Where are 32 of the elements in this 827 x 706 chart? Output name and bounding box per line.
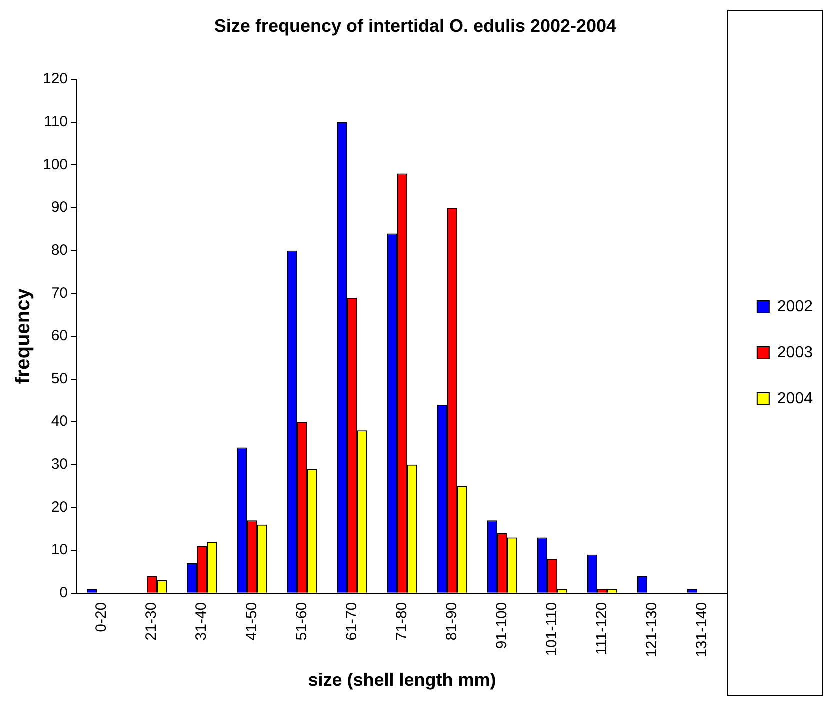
y-tick-label: 60 — [51, 328, 68, 345]
y-tick-label: 20 — [51, 498, 68, 516]
x-tick-label: 0-20 — [93, 602, 110, 632]
x-tick-label: 131-140 — [694, 602, 711, 658]
y-tick-label: 120 — [42, 70, 68, 88]
y-tick-label: 0 — [60, 584, 68, 602]
y-tick-label: 100 — [42, 156, 68, 174]
x-tick-label: 71-80 — [393, 602, 410, 641]
y-tick-label: 90 — [51, 199, 68, 216]
x-tick-label: 31-40 — [193, 602, 210, 641]
y-tick-label: 30 — [51, 456, 68, 474]
x-tick-label: 21-30 — [143, 602, 160, 641]
x-axis-title: size (shell length mm) — [308, 670, 496, 690]
x-tick-label: 91-100 — [493, 602, 510, 650]
x-tick-label: 51-60 — [293, 602, 310, 641]
x-tick-label: 111-120 — [593, 602, 610, 656]
legend-label: 2004 — [777, 390, 814, 408]
x-tick-label: 121-130 — [644, 602, 661, 658]
x-tick-label: 41-50 — [243, 602, 260, 641]
x-tick-label: 101-110 — [543, 602, 560, 656]
y-tick-label: 50 — [51, 370, 68, 388]
chart-title: Size frequency of intertidal O. edulis 2002-2004 — [214, 16, 617, 36]
y-tick-label: 80 — [51, 242, 68, 259]
y-tick-label: 40 — [51, 413, 68, 430]
y-tick-label: 70 — [51, 284, 68, 302]
y-tick-label: 10 — [51, 542, 68, 559]
y-tick-label: 110 — [44, 114, 68, 131]
x-tick-label: 61-70 — [343, 602, 360, 641]
x-tick-label: 81-90 — [443, 602, 460, 641]
legend-label: 2002 — [777, 298, 814, 316]
y-axis-title: frequency — [12, 288, 35, 384]
legend-label: 2003 — [777, 344, 814, 362]
